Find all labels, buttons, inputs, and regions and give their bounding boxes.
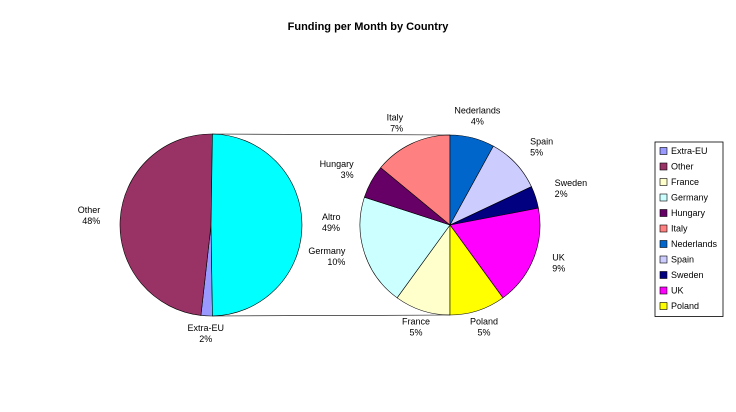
data-label: Other 48% — [78, 205, 101, 226]
label-value: 4% — [471, 116, 484, 126]
connector — [212, 314, 451, 317]
label-name: Poland — [470, 317, 498, 327]
label-name: Spain — [530, 137, 553, 147]
data-label: France 5% — [402, 317, 430, 338]
legend-swatch — [659, 271, 668, 279]
data-label: UK 9% — [552, 252, 565, 273]
legend-label: France — [671, 177, 699, 187]
label-value: 5% — [410, 328, 423, 338]
label-value: 2% — [199, 334, 212, 344]
legend-label: Extra-EU — [671, 146, 708, 156]
data-label: Sweden 2% — [555, 178, 588, 199]
pie-slice — [449, 224, 504, 316]
data-label: Poland 5% — [470, 317, 498, 338]
legend-label: Hungary — [671, 208, 706, 218]
data-label: Extra-EU 2% — [187, 323, 224, 344]
label-name: Altro — [322, 212, 341, 222]
legend-label: Germany — [671, 193, 709, 203]
legend-label: Italy — [671, 224, 688, 234]
legend-label: Poland — [671, 301, 699, 311]
legend-swatch — [659, 178, 668, 186]
label-name: Italy — [387, 112, 404, 122]
pie-slice — [449, 207, 541, 299]
legend-label: Sweden — [671, 270, 704, 280]
label-name: Other — [78, 205, 101, 215]
connector — [212, 133, 451, 136]
legend-label: Other — [671, 162, 694, 172]
label-value: 10% — [327, 257, 345, 267]
legend-swatch — [659, 209, 668, 217]
legend-swatch — [659, 147, 668, 155]
composite-slice — [210, 133, 303, 317]
pie-slice — [359, 196, 451, 299]
data-label: Germany 10% — [308, 246, 346, 267]
data-label: Hungary 3% — [320, 159, 355, 180]
label-name: Extra-EU — [187, 323, 224, 333]
legend-swatch — [659, 162, 668, 171]
legend-swatch — [659, 193, 668, 202]
data-label: Spain 5% — [530, 137, 553, 158]
data-label: Nederlands 4% — [454, 105, 501, 126]
legend-swatch — [659, 302, 668, 310]
legend-swatch — [659, 255, 668, 264]
label-value: 7% — [390, 123, 403, 133]
label-value: 49% — [322, 223, 340, 233]
legend-label: Nederlands — [671, 239, 718, 249]
label-name: Nederlands — [454, 105, 501, 115]
pie-slice — [119, 133, 213, 316]
label-name: Germany — [308, 246, 346, 256]
label-value: 2% — [555, 189, 568, 199]
legend-label: Spain — [671, 255, 694, 265]
chart-title: Funding per Month by Country — [288, 21, 450, 33]
label-value: 5% — [530, 148, 543, 158]
label-value: 3% — [341, 170, 354, 180]
legend-swatch — [659, 224, 668, 233]
data-label: Altro 49% — [322, 212, 341, 233]
legend-swatch — [659, 240, 668, 248]
label-name: France — [402, 317, 430, 327]
data-label: Italy 7% — [387, 112, 404, 133]
label-name: Sweden — [555, 178, 588, 188]
label-name: Hungary — [320, 159, 355, 169]
legend-label: UK — [671, 286, 684, 296]
label-value: 9% — [552, 263, 565, 273]
label-value: 48% — [82, 216, 100, 226]
label-value: 5% — [477, 328, 490, 338]
legend-swatch — [659, 286, 668, 295]
label-name: UK — [552, 252, 565, 262]
